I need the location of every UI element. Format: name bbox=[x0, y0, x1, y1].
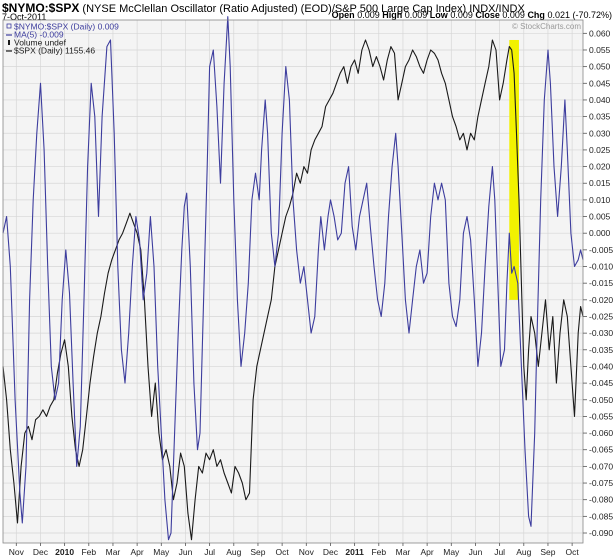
y-tick-label: -0.070 bbox=[589, 461, 613, 471]
y-tick-label: -0.015 bbox=[589, 278, 613, 288]
x-tick-label: Sep bbox=[540, 547, 555, 557]
x-tick-label: Aug bbox=[516, 547, 531, 557]
y-tick-label: -0.020 bbox=[589, 295, 613, 305]
chart-date: 7-Oct-2011 bbox=[2, 12, 47, 22]
y-tick-label: 0.015 bbox=[589, 178, 611, 188]
y-tick-label: 0.005 bbox=[589, 212, 611, 222]
y-tick-label: 0.030 bbox=[589, 128, 611, 138]
y-tick-label: -0.035 bbox=[589, 345, 613, 355]
x-tick-label: Jul bbox=[494, 547, 505, 557]
y-tick-label: -0.040 bbox=[589, 361, 613, 371]
y-tick-label: -0.055 bbox=[589, 411, 613, 421]
x-tick-label: Feb bbox=[371, 547, 386, 557]
y-tick-label: -0.010 bbox=[589, 262, 613, 272]
y-tick-label: 0.055 bbox=[589, 45, 611, 55]
y-tick-label: -0.080 bbox=[589, 495, 613, 505]
x-tick-label: May bbox=[153, 547, 170, 557]
y-tick-label: 0.025 bbox=[589, 145, 611, 155]
x-tick-label: Nov bbox=[9, 547, 25, 557]
x-tick-label: Dec bbox=[33, 547, 49, 557]
open-value: 0.009 bbox=[357, 10, 380, 20]
plot-frame bbox=[2, 19, 584, 544]
spx-series-line bbox=[2, 39, 584, 541]
x-tick-label: Apr bbox=[131, 547, 144, 557]
y-tick-label: -0.050 bbox=[589, 395, 613, 405]
legend-item: $SPX (Daily) 1155.46 bbox=[14, 46, 95, 56]
x-tick-label: 2010 bbox=[55, 547, 74, 557]
chart-symbol: $NYMO:$SPX bbox=[2, 1, 80, 15]
watermark: © StockCharts.com bbox=[512, 22, 581, 31]
y-tick-label: -0.065 bbox=[589, 445, 613, 455]
y-tick-label: 0.050 bbox=[589, 62, 611, 72]
x-tick-label: Oct bbox=[566, 547, 580, 557]
y-tick-label: -0.060 bbox=[589, 428, 613, 438]
series-lines bbox=[2, 16, 584, 541]
x-tick-label: Jul bbox=[204, 547, 215, 557]
chart-title: $NYMO:$SPX (NYSE McClellan Oscillator (R… bbox=[2, 1, 525, 15]
y-tick-label: 0.045 bbox=[589, 78, 611, 88]
legend-marker bbox=[8, 40, 10, 45]
high-label: High bbox=[382, 10, 403, 20]
x-tick-label: Mar bbox=[396, 547, 411, 557]
plot-background bbox=[3, 20, 583, 543]
chart-exchange: INDX/INDX bbox=[469, 3, 525, 15]
ohlc-readout: Open 0.009 High 0.009 Low 0.009 Close 0.… bbox=[332, 10, 612, 20]
chart-description: (NYSE McClellan Oscillator (Ratio Adjust… bbox=[82, 3, 467, 15]
open-label: Open bbox=[331, 10, 355, 20]
y-tick-label: 0.060 bbox=[589, 28, 611, 38]
y-tick-label: -0.075 bbox=[589, 478, 613, 488]
close-value: 0.009 bbox=[502, 10, 525, 20]
y-tick-label: 0.000 bbox=[589, 228, 611, 238]
x-tick-label: Dec bbox=[323, 547, 339, 557]
y-tick-label: -0.090 bbox=[589, 528, 613, 538]
y-tick-label: 0.035 bbox=[589, 112, 611, 122]
low-label: Low bbox=[429, 10, 448, 20]
ratio-series-line bbox=[2, 16, 584, 541]
legend-item: MA(5) -0.009 bbox=[14, 30, 64, 40]
legend-item: Volume undef bbox=[14, 38, 67, 48]
x-tick-label: 2011 bbox=[345, 547, 364, 557]
close-label: Close bbox=[475, 10, 500, 20]
x-tick-label: Jun bbox=[469, 547, 483, 557]
chg-label: Chg bbox=[527, 10, 545, 20]
y-tick-label: 0.020 bbox=[589, 162, 611, 172]
y-tick-label: 0.040 bbox=[589, 95, 611, 105]
x-tick-label: Aug bbox=[226, 547, 241, 557]
x-tick-label: Feb bbox=[81, 547, 96, 557]
y-tick-label: -0.030 bbox=[589, 328, 613, 338]
y-tick-label: -0.045 bbox=[589, 378, 613, 388]
high-value: 0.009 bbox=[404, 10, 428, 20]
x-tick-label: Apr bbox=[421, 547, 434, 557]
legend-item: $NYMO:$SPX (Daily) 0.009 bbox=[14, 22, 119, 32]
y-tick-label: 0.010 bbox=[589, 195, 611, 205]
x-tick-label: Jun bbox=[179, 547, 193, 557]
x-tick-label: Mar bbox=[106, 547, 121, 557]
low-value: 0.009 bbox=[450, 10, 473, 20]
x-tick-label: May bbox=[443, 547, 460, 557]
highlight-band bbox=[509, 39, 519, 300]
highlight-rect bbox=[509, 39, 519, 300]
x-tick-label: Oct bbox=[276, 547, 290, 557]
y-axis: 0.060 0.055 0.050 0.045 0.040 0.035 0.030 0.025… bbox=[583, 28, 613, 538]
x-axis: Nov Dec 2010 Feb Mar Apr May Jun Jul Aug Sep Oct Nov… bbox=[9, 543, 580, 557]
y-tick-label: -0.005 bbox=[589, 245, 613, 255]
chg-value: 0.021 (-70.72%) bbox=[547, 10, 612, 20]
legend-marker bbox=[6, 23, 12, 29]
y-tick-label: -0.085 bbox=[589, 511, 613, 521]
y-tick-label: -0.025 bbox=[589, 311, 613, 321]
x-tick-label: Sep bbox=[250, 547, 265, 557]
x-tick-label: Nov bbox=[299, 547, 315, 557]
